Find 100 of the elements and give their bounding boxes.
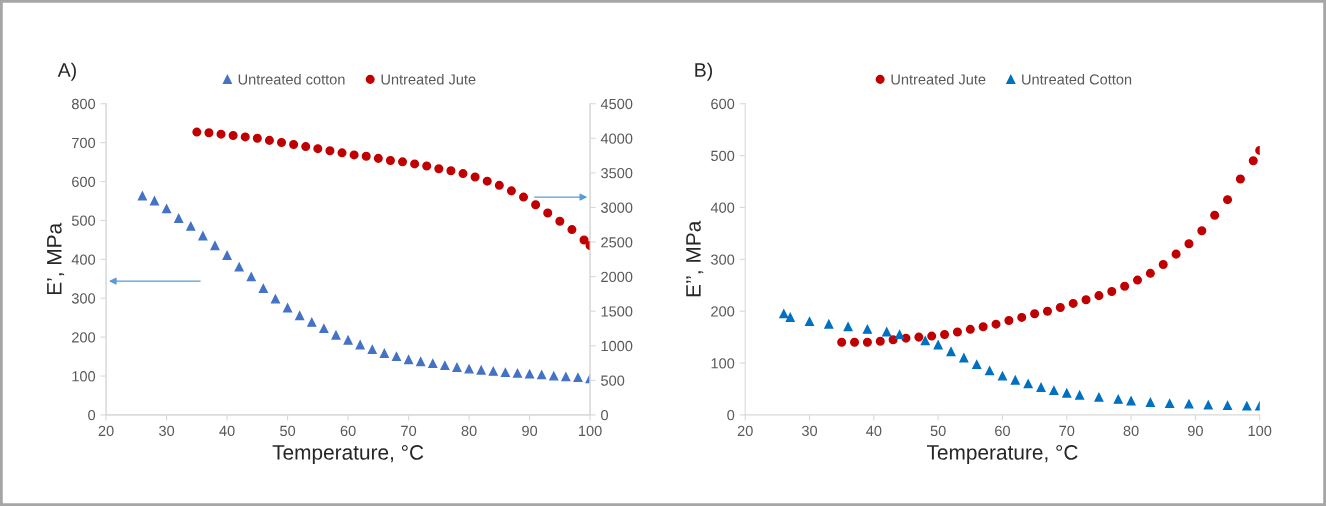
point <box>895 330 905 340</box>
point <box>805 317 815 327</box>
point <box>972 360 982 370</box>
point <box>476 365 486 375</box>
point <box>343 335 353 345</box>
x-tick-label: 80 <box>1123 425 1139 437</box>
point <box>258 283 268 294</box>
point <box>1120 281 1130 291</box>
point <box>1081 295 1091 305</box>
point <box>428 359 438 369</box>
point <box>837 337 847 347</box>
point <box>933 340 943 350</box>
point <box>313 144 323 154</box>
point <box>1094 291 1104 301</box>
point <box>264 135 274 145</box>
point <box>959 353 969 363</box>
point <box>464 364 474 374</box>
point <box>349 150 359 160</box>
y-tick-label: 100 <box>72 371 96 382</box>
point <box>500 368 510 378</box>
legend-label: Untreated cotton <box>238 73 345 85</box>
point <box>192 127 202 137</box>
point <box>920 336 930 346</box>
x-tick-label: 60 <box>340 425 356 437</box>
point <box>543 208 553 218</box>
point <box>519 192 529 202</box>
point <box>531 200 541 210</box>
point <box>1068 298 1078 308</box>
point <box>391 352 401 362</box>
point <box>573 373 583 383</box>
y-tick-label: 800 <box>71 98 96 110</box>
point <box>270 294 280 304</box>
point <box>367 345 377 355</box>
point <box>1145 268 1155 278</box>
point <box>361 151 371 161</box>
point <box>1145 397 1155 407</box>
point <box>174 213 184 223</box>
y-tick-label: 100 <box>711 358 735 369</box>
x-tick-label: 100 <box>579 425 602 437</box>
point <box>204 128 214 138</box>
point <box>222 250 232 260</box>
y2-tick-label: 500 <box>601 375 625 386</box>
x-tick-label: 90 <box>522 425 538 437</box>
x-axis-title: Temperature, °C <box>926 445 1078 464</box>
point <box>325 146 335 156</box>
point <box>512 368 522 378</box>
y2-tick-label: 4000 <box>600 133 633 144</box>
y2-tick-label: 2000 <box>601 271 633 283</box>
point <box>1197 226 1207 236</box>
point <box>488 366 498 376</box>
point <box>1036 382 1046 392</box>
point <box>927 331 937 341</box>
point <box>579 235 589 245</box>
point <box>422 161 432 171</box>
y-tick-label: 500 <box>71 215 96 226</box>
point <box>252 133 262 143</box>
point <box>198 231 208 241</box>
point <box>882 327 892 337</box>
x-tick-label: 50 <box>930 425 946 437</box>
point <box>785 312 795 322</box>
point <box>404 355 414 365</box>
point <box>824 319 834 329</box>
point <box>875 336 885 346</box>
point <box>1203 400 1213 410</box>
point <box>1171 249 1181 259</box>
chart-title: A) <box>57 62 76 81</box>
y2-tick-label: 3500 <box>601 167 633 179</box>
point <box>914 332 924 342</box>
point <box>1158 259 1168 270</box>
y2-tick-label: 1500 <box>601 306 633 317</box>
y-axis-title: E’’, MPa <box>686 220 704 297</box>
y-tick-label: 300 <box>711 254 735 265</box>
point <box>240 132 250 142</box>
point <box>482 176 492 186</box>
point <box>1184 239 1194 249</box>
point <box>1126 396 1136 406</box>
point <box>1004 316 1014 326</box>
point <box>301 142 311 152</box>
point <box>978 322 988 332</box>
legend-label: Untreated Cotton <box>1022 73 1132 85</box>
y2-tick-label: 1000 <box>601 340 633 352</box>
point <box>946 347 956 357</box>
point <box>862 337 872 347</box>
point <box>307 317 317 327</box>
point <box>1075 390 1085 400</box>
y-tick-label: 0 <box>727 410 735 421</box>
y-tick-label: 600 <box>72 176 96 187</box>
x-tick-label: 70 <box>1059 425 1075 437</box>
x-tick-label: 80 <box>461 425 477 437</box>
x-tick-label: 40 <box>866 425 882 437</box>
legend-label: Untreated Jute <box>381 73 476 85</box>
point <box>1113 394 1123 404</box>
point <box>1210 210 1220 220</box>
point <box>355 340 365 350</box>
y-tick-label: 500 <box>711 150 735 162</box>
y-tick-label: 0 <box>88 410 96 421</box>
y-tick-label: 400 <box>71 254 96 265</box>
x-tick-label: 100 <box>1248 425 1272 437</box>
point <box>319 324 329 334</box>
point <box>1223 401 1233 411</box>
